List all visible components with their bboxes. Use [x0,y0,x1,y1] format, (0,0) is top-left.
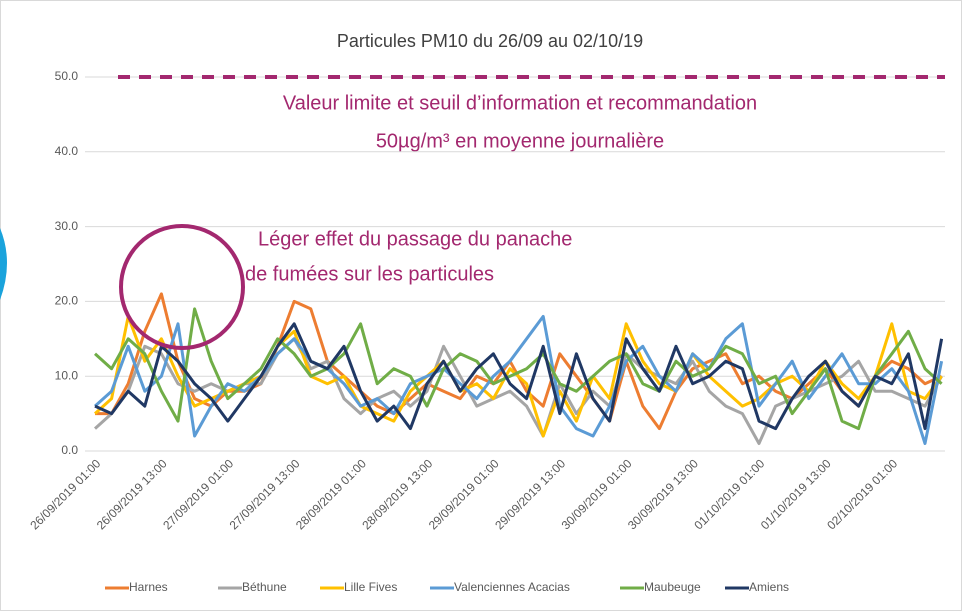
chart-title: Particules PM10 du 26/09 au 02/10/19 [337,31,643,51]
series-line [93,307,943,431]
y-tick-label: 50.0 [55,69,79,83]
annotation: de fumées sur les particules [245,263,494,285]
y-tick-label: 40.0 [55,144,79,158]
legend-label: Maubeuge [644,580,701,594]
legend-label: Amiens [749,580,789,594]
series-line [93,314,944,445]
annotation: Valeur limite et seuil d’information et … [283,92,757,114]
annotation: Léger effet du passage du panache [258,228,572,250]
annotation: 50µg/m³ en moyenne journalière [376,130,664,152]
legend-label: Harnes [129,580,168,594]
series-line [94,322,944,431]
highlight-circle [119,224,245,350]
legend-label: Béthune [242,580,287,594]
legend-label: Lille Fives [344,580,397,594]
y-tick-label: 30.0 [55,219,79,233]
y-tick-label: 0.0 [61,443,78,457]
y-tick-label: 10.0 [55,368,79,382]
y-tick-label: 20.0 [55,294,79,308]
legend-label: Valenciennes Acacias [454,580,570,594]
decoration [0,228,7,300]
